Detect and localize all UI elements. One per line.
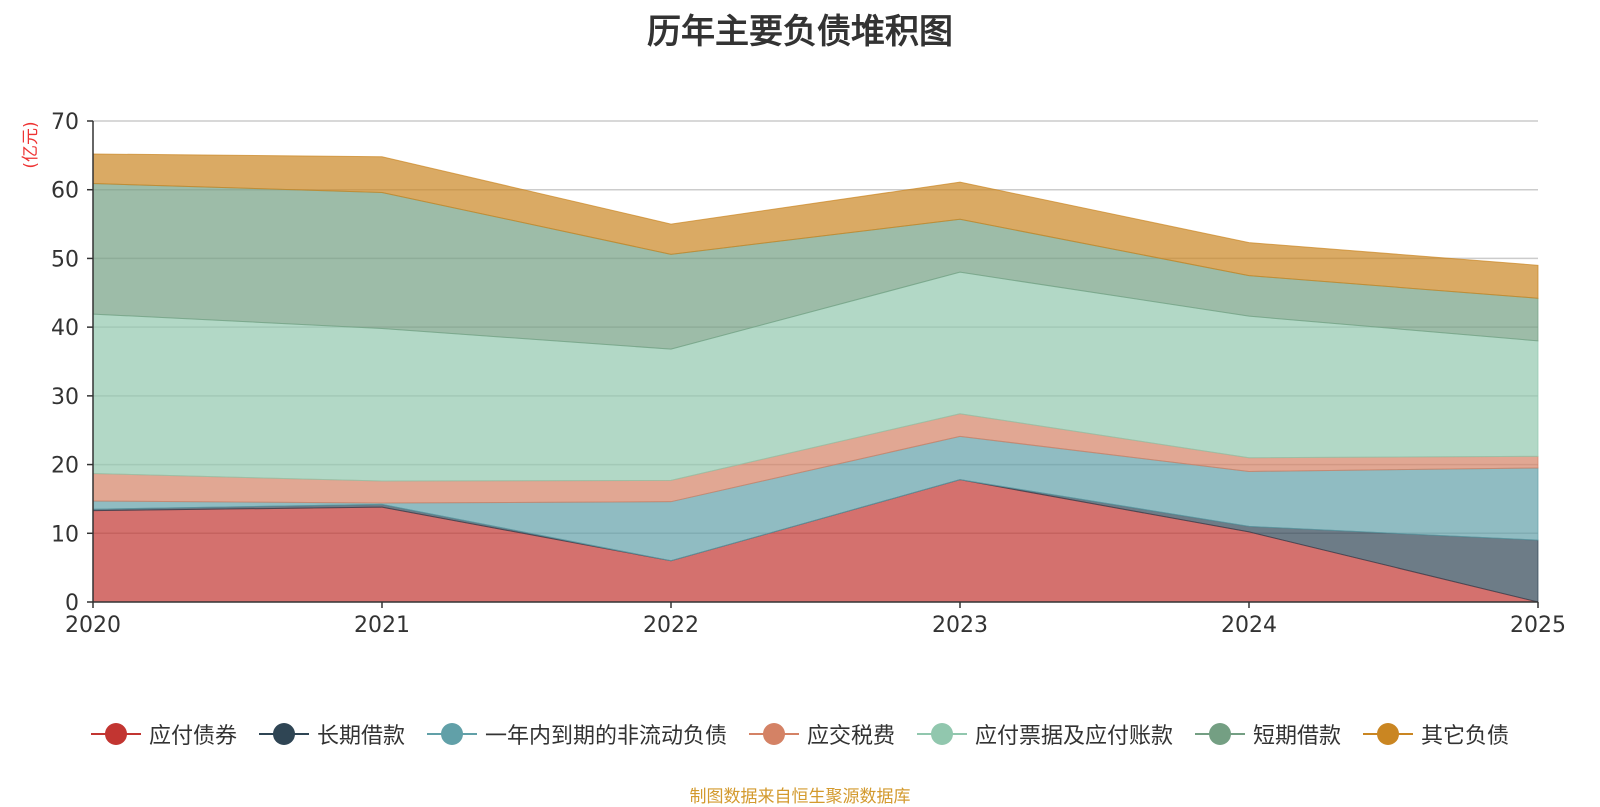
legend-marker-icon [1363,723,1414,745]
area-series-6[interactable] [92,153,1539,299]
chart-title: 历年主要负债堆积图 [647,12,953,52]
x-tick-label: 2025 [1510,613,1566,638]
x-tick-label: 2024 [1221,613,1277,638]
legend-item-6[interactable]: 其它负债 [1363,718,1509,750]
source-note: 制图数据来自恒生聚源数据库 [689,787,911,807]
y-axis-unit-label: (亿元) [21,121,41,168]
legend-item-0[interactable]: 应付债券 [90,718,237,750]
legend-marker-icon [748,723,799,745]
legend-marker-icon [426,723,477,745]
legend-label: 其它负债 [1421,724,1510,749]
legend-marker-icon [1195,723,1246,745]
y-tick-label: 30 [51,385,79,410]
y-tick-label: 0 [65,591,79,616]
legend-label: 应付债券 [148,724,237,749]
legend-item-5[interactable]: 短期借款 [1195,718,1341,750]
legend-label: 长期借款 [316,724,405,749]
legend-item-3[interactable]: 应交税费 [748,718,895,750]
x-tick-label: 2020 [65,613,121,638]
x-tick-label: 2021 [354,613,410,638]
y-tick-label: 10 [51,522,79,547]
y-tick-label: 20 [51,454,79,479]
legend-marker-icon [917,723,967,745]
y-tick-label: 40 [51,316,79,341]
y-tick-label: 60 [51,179,79,204]
x-tick-label: 2022 [643,613,699,638]
legend-marker-icon [90,723,141,745]
legend-label: 一年内到期的非流动负债 [484,724,727,749]
legend-label: 应付票据及应付账款 [975,724,1174,749]
y-tick-label: 70 [51,110,79,135]
legend-marker-icon [258,723,309,745]
legend-item-4[interactable]: 应付票据及应付账款 [917,718,1173,750]
legend: 应付债券 长期借款 一年内到期的非流动负债 应交税费 应付票据及应付账款 短期借款 其它负债 [0,718,1600,750]
area-series-layer [92,153,1539,603]
legend-label: 短期借款 [1253,724,1342,749]
y-tick-label: 50 [51,247,79,272]
legend-label: 应交税费 [806,724,895,749]
axes: 0 10 20 30 40 50 60 70 2020 2021 2022 2023 2024 2025 [51,110,1566,638]
legend-item-2[interactable]: 一年内到期的非流动负债 [426,718,727,750]
legend-item-1[interactable]: 长期借款 [258,718,405,750]
x-tick-label: 2023 [932,613,988,638]
